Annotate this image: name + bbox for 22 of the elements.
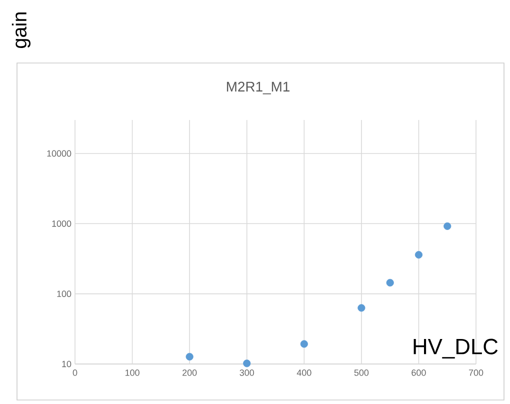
point (444, 222, 452, 230)
x-tick-label: 700 (468, 370, 484, 376)
point (300, 340, 308, 348)
x-tick-label: 400 (296, 370, 312, 376)
x-tick-label: 600 (412, 370, 426, 376)
x-axis-title: HV_DLC (414, 338, 498, 358)
x-tick-label: 0 (72, 370, 78, 376)
x-tick-label: 500 (354, 370, 369, 376)
y-tick-label: 100 (57, 290, 72, 298)
y-tick-label: 10000 (47, 150, 72, 157)
x-tick-label: 200 (182, 370, 197, 376)
x-tick-label: 300 (240, 370, 254, 376)
point (386, 278, 394, 286)
point (358, 304, 366, 312)
point (186, 352, 194, 360)
x-tick-label: 100 (126, 370, 140, 376)
chart-title: M2R1_M1 (226, 82, 290, 94)
y-axis-title: gain (12, 12, 30, 48)
point (414, 251, 423, 259)
y-tick-label: 1000 (52, 220, 72, 227)
y-tick-label: 10 (62, 360, 72, 368)
point (243, 360, 251, 368)
